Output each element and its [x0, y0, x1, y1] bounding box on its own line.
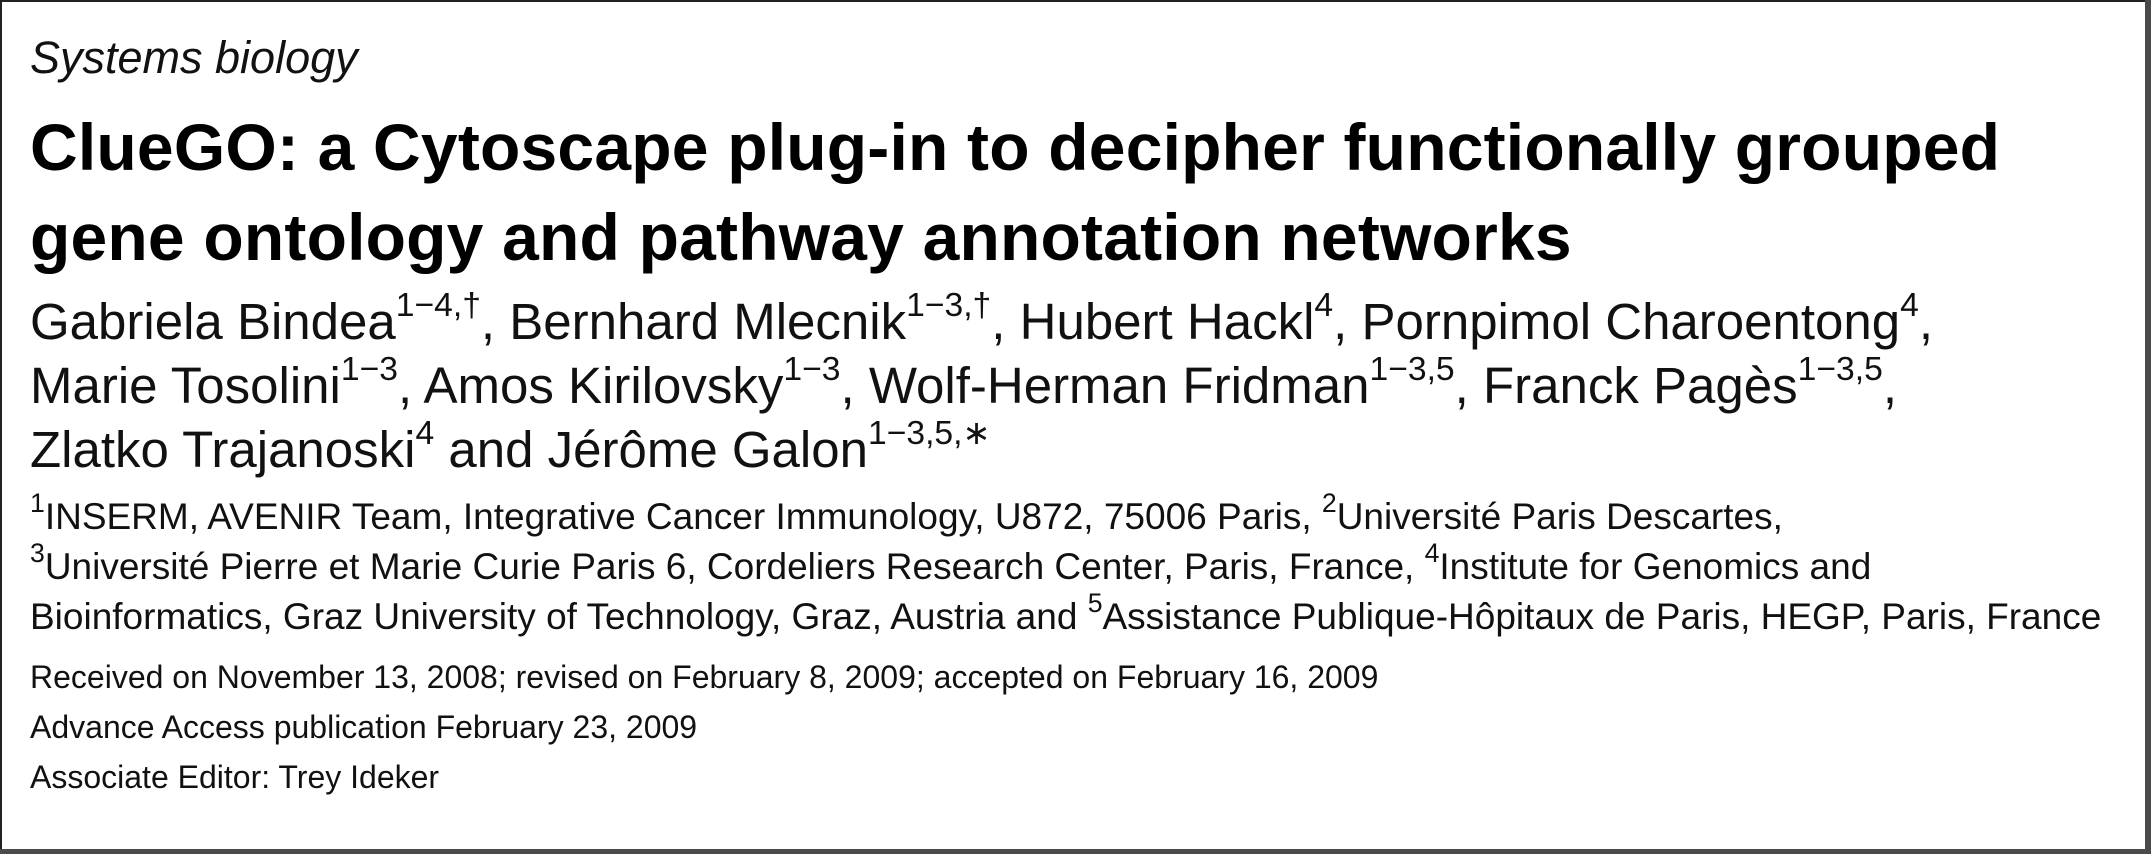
- author-name: Zlatko Trajanoski: [30, 421, 416, 478]
- affiliation-text: Assistance Publique-Hôpitaux de Paris, H…: [1102, 596, 2102, 637]
- author-name: Jérôme Galon: [547, 421, 868, 478]
- affiliation-mark: 1: [30, 487, 45, 518]
- affiliation-text: Université Pierre et Marie Curie Paris 6…: [44, 546, 1425, 587]
- author-name: Pornpimol Charoentong: [1361, 293, 1901, 350]
- author-separator: ,: [480, 293, 510, 350]
- affiliations: 1INSERM, AVENIR Team, Integrative Cancer…: [30, 489, 2120, 642]
- author: Wolf-Herman Fridman1−3,5: [868, 353, 1455, 414]
- received-dates: Received on November 13, 2008; revised o…: [30, 659, 1379, 695]
- article-header: Systems biology ClueGO: a Cytoscape plug…: [30, 28, 2120, 802]
- author-affiliation-mark: 4: [1314, 286, 1334, 324]
- author-affiliation-mark: 1−3: [783, 350, 841, 388]
- author-affiliation-mark: 1−3,5,∗: [867, 414, 991, 452]
- author: Jérôme Galon1−3,5,∗: [547, 417, 991, 478]
- author-name: Bernhard Mlecnik: [509, 293, 907, 350]
- author-affiliation-mark: 4: [415, 414, 435, 452]
- author-line: Marie Tosolini1−3, Amos Kirilovsky1−3, W…: [30, 353, 2120, 418]
- author: Pornpimol Charoentong4: [1361, 289, 1918, 350]
- author-separator: ,: [1333, 293, 1362, 350]
- author-separator: and: [434, 421, 548, 478]
- affiliation-mark: 5: [1087, 587, 1103, 618]
- author-separator: ,: [840, 357, 869, 414]
- advance-access-date: Advance Access publication February 23, …: [30, 709, 698, 745]
- author-separator: ,: [1882, 357, 1897, 414]
- window-frame-edge: [2145, 0, 2151, 854]
- affiliation-mark: 2: [1321, 487, 1337, 518]
- affiliation-mark: 4: [1424, 537, 1440, 568]
- affiliation-text: INSERM, AVENIR Team, Integrative Cancer …: [44, 496, 1322, 537]
- author: Bernhard Mlecnik1−3,†: [509, 289, 991, 350]
- author-name: Gabriela Bindea: [30, 293, 396, 350]
- author-name: Hubert Hackl: [1019, 293, 1315, 350]
- author-affiliation-mark: 4: [1900, 286, 1919, 324]
- author-list: Gabriela Bindea1−4,†, Bernhard Mlecnik1−…: [30, 289, 2120, 482]
- associate-editor: Associate Editor: Trey Ideker: [30, 759, 440, 795]
- author-name: Marie Tosolini: [30, 357, 341, 414]
- author-separator: ,: [1454, 357, 1483, 414]
- author-affiliation-mark: 1−3: [340, 350, 398, 388]
- author-affiliation-mark: 1−4,†: [395, 286, 481, 324]
- author-separator: ,: [397, 357, 424, 414]
- author-line: Gabriela Bindea1−4,†, Bernhard Mlecnik1−…: [30, 289, 2120, 354]
- author-name: Franck Pagès: [1483, 357, 1798, 414]
- author: Gabriela Bindea1−4,†: [30, 289, 481, 350]
- author: Hubert Hackl4: [1019, 289, 1334, 350]
- title-line: gene ontology and pathway annotation net…: [30, 200, 1572, 274]
- author-line: Zlatko Trajanoski4 and Jérôme Galon1−3,5…: [30, 417, 2120, 482]
- author: Zlatko Trajanoski4: [30, 417, 434, 478]
- author: Amos Kirilovsky1−3: [423, 353, 840, 414]
- section-category: Systems biology: [30, 32, 358, 83]
- affiliation-mark: 3: [30, 537, 45, 568]
- article-title: ClueGO: a Cytoscape plug-in to decipher …: [30, 102, 2120, 282]
- title-line: ClueGO: a Cytoscape plug-in to decipher …: [30, 110, 2001, 184]
- author-name: Wolf-Herman Fridman: [868, 357, 1370, 414]
- author-affiliation-mark: 1−3,5: [1369, 350, 1455, 388]
- affiliation-text: Institute for Genomics and Bioinformatic…: [30, 546, 1872, 637]
- author-affiliation-mark: 1−3,5: [1797, 350, 1883, 388]
- author-name: Amos Kirilovsky: [423, 357, 784, 414]
- author: Marie Tosolini1−3: [30, 353, 398, 414]
- window-frame-edge: [0, 849, 2151, 854]
- author: Franck Pagès1−3,5: [1483, 353, 1883, 414]
- author-separator: ,: [1918, 293, 1934, 350]
- affiliation-text: Université Paris Descartes,: [1336, 496, 1783, 537]
- author-separator: ,: [991, 293, 1020, 350]
- author-affiliation-mark: 1−3,†: [906, 286, 992, 324]
